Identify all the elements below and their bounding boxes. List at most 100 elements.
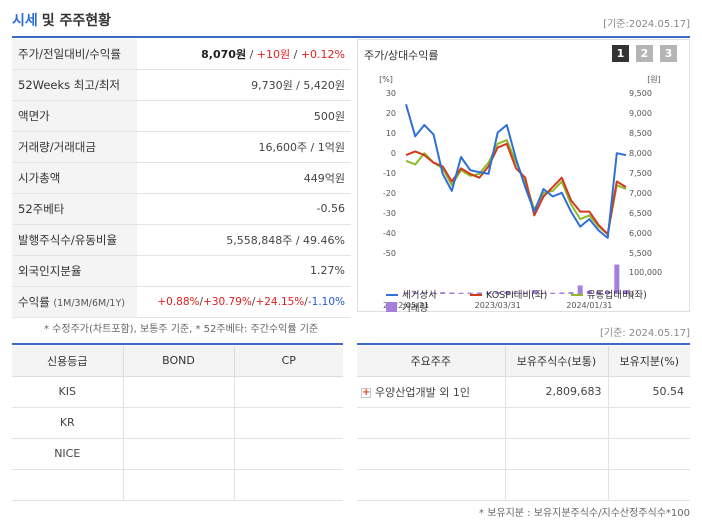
volume-bar	[440, 292, 446, 294]
table-row: NICE	[12, 438, 343, 470]
col-header: BOND	[123, 346, 235, 377]
holder-shares	[505, 438, 609, 470]
volume-bar	[586, 290, 592, 294]
header-divider	[12, 36, 690, 38]
volume-bar	[495, 292, 501, 294]
info-value: -0.56	[137, 193, 351, 225]
price-rate: +0.12%	[300, 48, 345, 62]
volume-bar	[550, 292, 556, 294]
right-tick-label: 7,000	[629, 189, 652, 198]
info-value: 1.27%	[137, 255, 351, 287]
legend-kospi-label: KOSPI대비(좌)	[486, 290, 547, 301]
table-row: + 우양산업개발 외 1인 2,809,683 50.54	[357, 376, 690, 408]
credit-bond	[123, 469, 235, 501]
right-tick-label: 6,500	[629, 209, 652, 218]
volume-bar	[431, 292, 436, 294]
info-key: 외국인지분율	[12, 255, 137, 287]
holder-name	[357, 407, 506, 439]
table-row: KR	[12, 407, 343, 439]
chart-page-2-button[interactable]: 2	[636, 45, 653, 62]
volume-bar	[504, 291, 510, 294]
price-value: 8,070원	[201, 48, 247, 62]
left-tick-label: -30	[383, 209, 396, 218]
holder-name: 우양산업개발 외 1인	[375, 385, 470, 399]
credit-bond	[123, 407, 235, 439]
col-header: 보유지분(%)	[608, 346, 690, 377]
info-row-volume: 거래량/거래대금 16,600주 / 1억원	[12, 131, 351, 164]
legend-volume-swatch	[386, 302, 397, 312]
volume-bar	[449, 292, 455, 294]
holders-divider	[357, 343, 690, 345]
volume-tick-label: 0	[629, 290, 634, 299]
credit-cp	[234, 376, 343, 408]
legend-industry-label: 유통업대비(좌)	[587, 289, 647, 301]
info-value: 5,558,848주 / 49.46%	[137, 224, 351, 256]
volume-bar	[403, 292, 409, 294]
info-value: +0.88%/+30.79%/+24.15%/-1.10%	[137, 286, 351, 318]
right-tick-label: 8,500	[629, 129, 652, 138]
volume-bar	[596, 291, 601, 294]
col-header: 신용등급	[12, 346, 124, 377]
return-3m: +30.79%	[203, 295, 252, 308]
holder-pct	[608, 407, 690, 439]
volume-bar	[614, 264, 620, 294]
return-1m: +0.88%	[157, 295, 200, 308]
volume-bar	[486, 292, 491, 294]
footnote-holdings: * 보유지분 : 보유지분주식수/지수산정주식수*100	[479, 508, 690, 519]
separator: /	[304, 295, 308, 308]
right-tick-label: 7,500	[629, 169, 652, 178]
table-row: KIS	[12, 376, 343, 408]
credit-rating-table: 신용등급 BOND CP KIS KR NICE	[12, 346, 343, 501]
header-date: [기준:2024.05.17]	[603, 19, 690, 30]
holder-name-cell[interactable]: + 우양산업개발 외 1인	[357, 376, 506, 408]
info-key: 수익률 (1M/3M/6M/1Y)	[12, 286, 137, 318]
volume-bar	[559, 292, 565, 294]
right-tick-label: 8,000	[629, 149, 652, 158]
separator: /	[251, 295, 256, 308]
table-row	[357, 407, 690, 439]
right-unit: [원]	[647, 75, 661, 84]
holder-shares	[505, 469, 609, 501]
major-shareholders-table: 주요주주 보유주식수(보통) 보유지분(%) + 우양산업개발 외 1인 2,80…	[357, 346, 690, 501]
volume-bar	[541, 292, 546, 294]
volume-bar	[522, 292, 528, 294]
info-row-52weeks: 52Weeks 최고/최저 9,730원 / 5,420원	[12, 69, 351, 102]
returns-period: (1M/3M/6M/1Y)	[53, 297, 125, 309]
info-row-par-value: 액면가 500원	[12, 100, 351, 133]
expand-plus-icon[interactable]: +	[361, 386, 371, 398]
return-6m: +24.15%	[255, 295, 305, 308]
holder-pct	[608, 469, 690, 501]
chart-page-1-button[interactable]: 1	[612, 45, 629, 62]
legend-stock-label: 세기상사	[402, 290, 437, 301]
right-tick-label: 6,000	[629, 229, 652, 238]
info-key: 거래량/거래대금	[12, 131, 137, 164]
info-key: 발행주식수/유동비율	[12, 224, 137, 256]
volume-bar	[467, 292, 473, 294]
info-key: 52Weeks 최고/최저	[12, 69, 137, 102]
info-row-foreign: 외국인지분율 1.27%	[12, 255, 351, 287]
left-tick-label: -50	[383, 249, 396, 258]
volume-bar	[605, 291, 611, 294]
credit-agency: NICE	[12, 438, 124, 470]
volume-tick-label: 100,000	[629, 268, 662, 277]
col-header: CP	[234, 346, 343, 377]
left-tick-label: -20	[383, 189, 396, 198]
info-row-shares: 발행주식수/유동비율 5,558,848주 / 49.46%	[12, 224, 351, 256]
kospi-relative-line	[405, 142, 627, 236]
volume-bar	[513, 292, 519, 294]
stock-chart: [%] [원] 30 20 10 0 -10 -20 -30 -40 -50 9,500 9,00…	[379, 75, 662, 312]
right-tick-label: 5,500	[629, 249, 652, 258]
table-row	[12, 469, 343, 501]
footnote-basis: * 수정주가(차트포함), 보통주 기준, * 52주베타: 주간수익률 기준	[44, 324, 319, 335]
volume-bar	[568, 292, 574, 294]
info-key: 액면가	[12, 100, 137, 133]
col-header: 보유주식수(보통)	[505, 346, 609, 377]
separator: /	[290, 48, 301, 62]
holder-shares	[505, 407, 609, 439]
credit-cp	[234, 407, 343, 439]
credit-header-row: 신용등급 BOND CP	[12, 346, 343, 377]
left-tick-label: -10	[383, 169, 396, 178]
chart-page-3-button[interactable]: 3	[660, 45, 677, 62]
stock-price-line	[405, 104, 627, 239]
info-row-beta: 52주베타 -0.56	[12, 193, 351, 225]
